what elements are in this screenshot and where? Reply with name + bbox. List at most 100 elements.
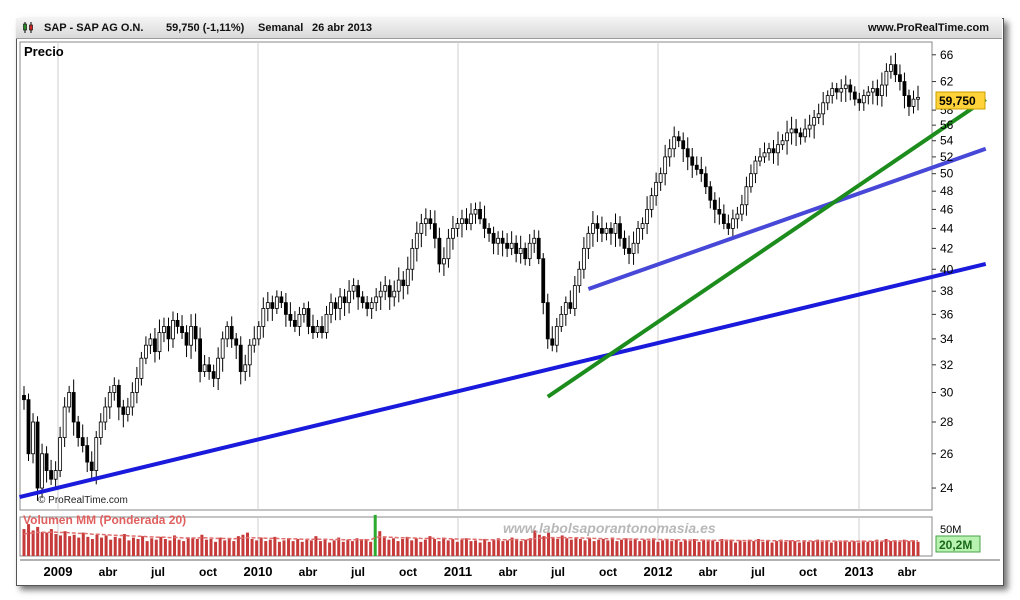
candle-body	[577, 268, 582, 287]
candle-body	[843, 84, 848, 89]
volume-bar	[63, 531, 67, 556]
candle-body	[229, 326, 234, 340]
symbol-name: SAP - SAP AG O.N.	[44, 22, 144, 34]
volume-bar	[838, 541, 842, 556]
candle-body	[649, 195, 654, 210]
volume-bar	[510, 537, 514, 556]
time-tick-label: oct	[599, 565, 617, 579]
candle-body	[455, 223, 460, 229]
volume-bar	[90, 538, 94, 556]
volume-bar	[154, 539, 158, 556]
volume-bar	[318, 541, 322, 556]
price-tick-label: 40	[940, 262, 954, 276]
volume-bar	[328, 542, 332, 556]
volume-bar	[515, 538, 519, 556]
candle-body	[365, 302, 370, 309]
volume-bars	[22, 514, 920, 556]
volume-bar	[784, 541, 788, 556]
candle-body	[238, 344, 243, 372]
candle-body	[162, 326, 166, 334]
candle-body	[26, 399, 31, 455]
volume-bar	[633, 538, 637, 556]
volume-ma-tag	[935, 535, 981, 553]
candle-body	[207, 364, 212, 372]
candle-body	[581, 247, 586, 270]
candle-body	[378, 290, 383, 298]
volume-bar	[113, 536, 117, 556]
volume-bar	[724, 541, 728, 556]
volume-bar	[711, 540, 715, 556]
candle-body	[595, 223, 600, 229]
candle-body	[387, 285, 392, 298]
candle-body	[198, 338, 202, 372]
volume-bar	[122, 534, 126, 556]
candle-body	[351, 285, 356, 292]
candle-body	[789, 128, 794, 134]
price-tick-label: 34	[940, 332, 954, 346]
candle-body	[279, 296, 284, 304]
volume-bar	[104, 535, 108, 556]
volume-bar	[236, 536, 240, 556]
candle-body	[53, 470, 58, 480]
volume-bar	[706, 541, 710, 556]
volume-bar	[86, 536, 90, 556]
volume-bar	[715, 541, 719, 556]
candle-body	[794, 128, 798, 134]
candle-body	[175, 319, 180, 327]
volume-bar	[505, 540, 509, 556]
candle-body	[879, 84, 884, 97]
candle-body	[496, 237, 500, 244]
candle-body	[536, 237, 541, 260]
volume-tick-label: 50M	[940, 524, 961, 536]
candle-body	[324, 313, 329, 334]
price-tick-label: 52	[940, 150, 954, 164]
candle-body	[293, 319, 297, 327]
volume-bar	[820, 541, 824, 556]
volume-bar	[765, 540, 769, 556]
volume-bar	[287, 538, 291, 556]
volume-bar	[355, 538, 359, 556]
candle-body	[396, 279, 401, 292]
volume-bar	[259, 537, 263, 556]
candlestick-icon	[23, 22, 33, 33]
volume-bar	[118, 538, 122, 556]
volume-bar	[848, 541, 852, 556]
volume-bar	[332, 540, 336, 556]
volume-bar	[880, 541, 884, 556]
volume-bar	[857, 542, 861, 556]
volume-bar	[455, 541, 459, 556]
candle-body	[699, 169, 704, 175]
volume-bar	[588, 538, 592, 556]
volume-bar	[674, 539, 678, 556]
candle-body	[247, 344, 252, 366]
volume-bar	[807, 541, 811, 556]
candle-body	[776, 144, 780, 154]
candle-body	[681, 140, 686, 150]
volume-bar	[451, 538, 455, 556]
last-price-tag	[935, 91, 986, 110]
candle-body	[771, 148, 776, 154]
trendlines	[19, 97, 987, 499]
volume-bar	[738, 540, 742, 556]
volume-bar	[665, 538, 669, 556]
candle-body	[112, 384, 117, 393]
candle-body	[645, 208, 649, 224]
time-tick-label: abr	[898, 565, 917, 579]
volume-bar	[578, 538, 582, 556]
mid-term-support-line	[587, 146, 987, 291]
price-tick-label: 62	[940, 75, 954, 89]
candle-body	[848, 84, 853, 93]
candle-body	[889, 64, 893, 72]
volume-bar	[843, 540, 847, 556]
time-tick-label: oct	[399, 565, 417, 579]
candle-body	[803, 128, 808, 138]
volume-bar	[49, 529, 53, 556]
volume-bar	[360, 540, 364, 556]
volume-bar	[729, 539, 733, 556]
volume-bar	[720, 538, 724, 556]
volume-bar	[241, 534, 245, 556]
period-label: Semanal	[258, 22, 304, 34]
volume-bar	[670, 541, 674, 556]
volume-bar	[884, 538, 888, 556]
volume-bar	[747, 539, 751, 556]
